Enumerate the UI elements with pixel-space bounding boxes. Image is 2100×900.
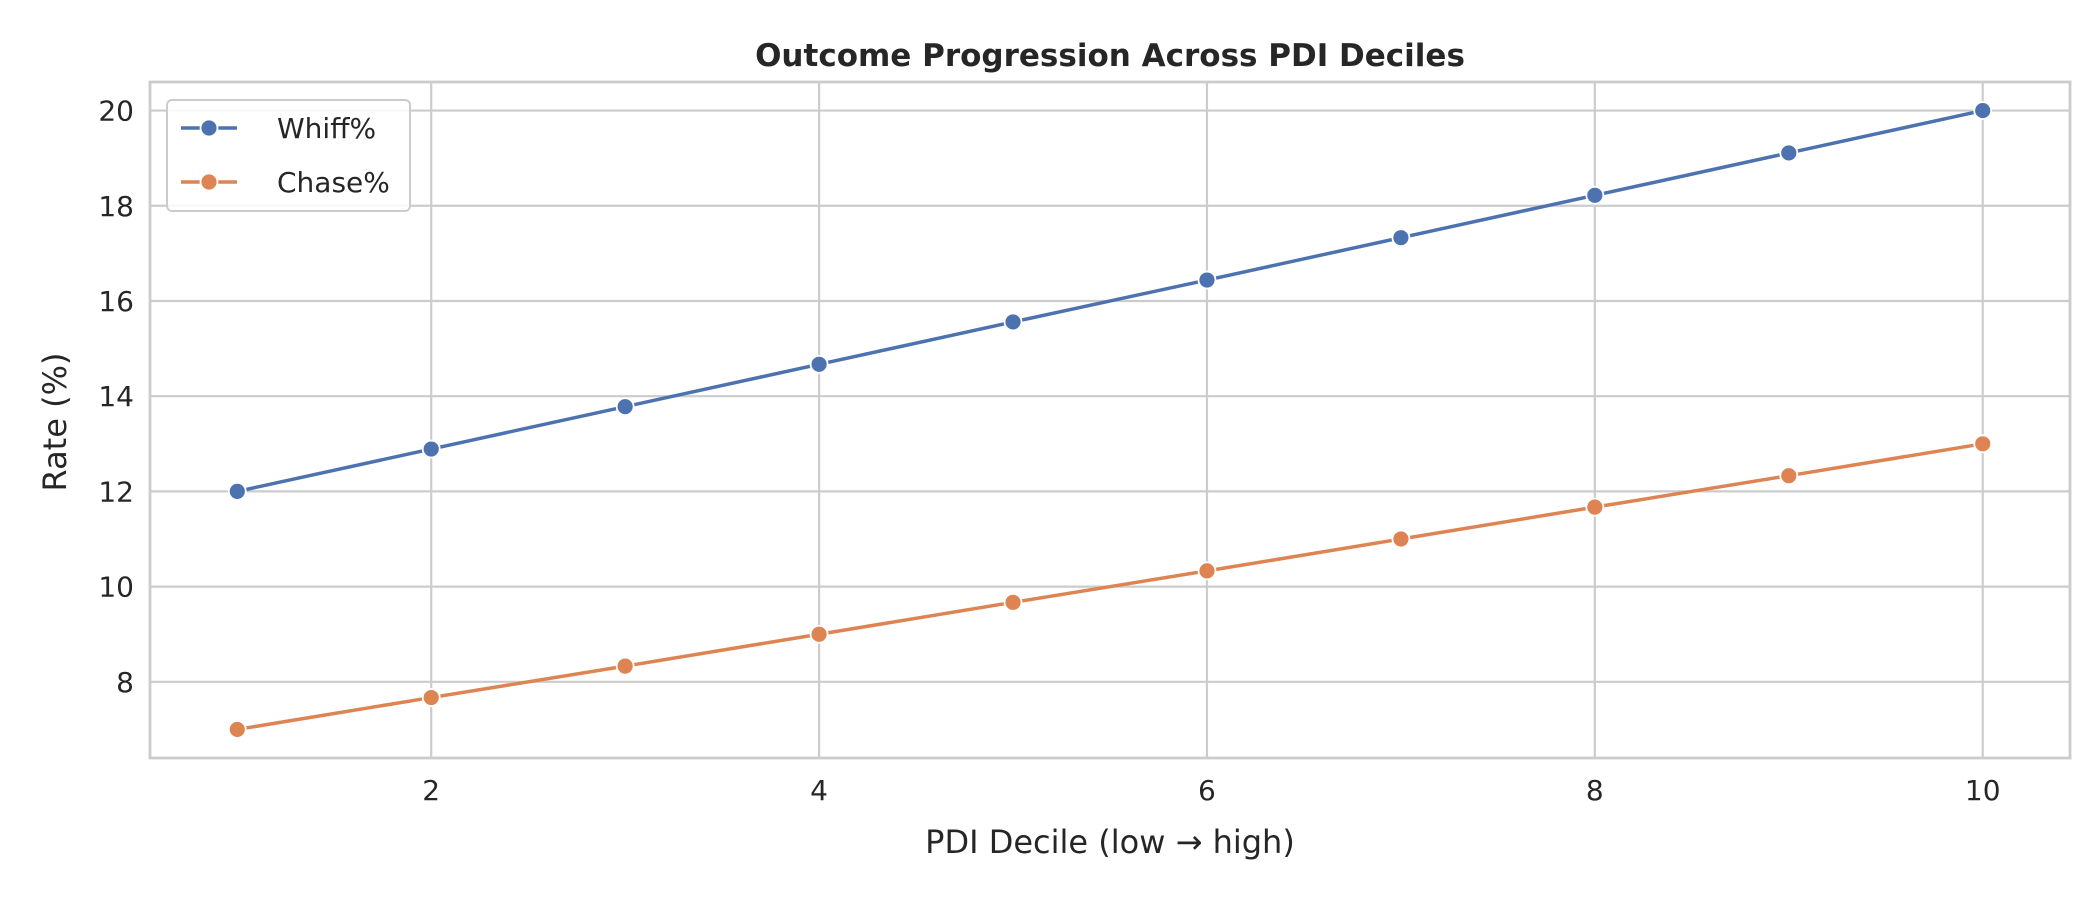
data-point-whiff-2 bbox=[421, 439, 441, 459]
series-line-chase bbox=[235, 442, 1985, 732]
x-tick-label-4: 4 bbox=[810, 774, 828, 807]
tick-labels: 2 4 6 8 10 8 10 12 14 16 18 20 bbox=[98, 95, 2000, 807]
data-point-chase-8 bbox=[1585, 497, 1605, 517]
data-point-whiff-6 bbox=[1197, 270, 1217, 290]
y-tick-label-8: 8 bbox=[116, 666, 134, 699]
data-point-whiff-1 bbox=[227, 482, 247, 501]
data-point-chase-9 bbox=[1779, 466, 1799, 486]
data-point-whiff-3 bbox=[615, 397, 635, 417]
y-tick-label-20: 20 bbox=[98, 95, 134, 128]
series-line-whiff bbox=[235, 108, 1985, 494]
x-tick-label-6: 6 bbox=[1198, 774, 1216, 807]
y-axis-label: Rate (%) bbox=[36, 353, 74, 492]
data-point-whiff-4 bbox=[809, 354, 829, 374]
y-tick-label-10: 10 bbox=[98, 571, 134, 604]
grid bbox=[150, 82, 2070, 758]
x-tick-label-8: 8 bbox=[1586, 774, 1604, 807]
data-point-chase-2 bbox=[421, 688, 441, 707]
y-tick-label-16: 16 bbox=[98, 285, 134, 318]
series bbox=[227, 101, 1993, 739]
x-tick-label-2: 2 bbox=[422, 774, 440, 807]
legend-label-chase: Chase% bbox=[277, 166, 390, 199]
data-point-chase-5 bbox=[1003, 592, 1023, 612]
data-point-whiff-8 bbox=[1585, 185, 1605, 205]
data-point-chase-1 bbox=[227, 720, 247, 739]
data-point-whiff-9 bbox=[1779, 143, 1799, 163]
data-point-chase-3 bbox=[615, 656, 635, 676]
data-point-whiff-10 bbox=[1973, 101, 1993, 120]
data-point-chase-10 bbox=[1973, 434, 1993, 454]
chart-title: Outcome Progression Across PDI Deciles bbox=[755, 38, 1465, 74]
legend-marker-chase bbox=[199, 172, 219, 192]
data-point-whiff-7 bbox=[1391, 228, 1411, 248]
y-tick-label-14: 14 bbox=[98, 380, 134, 413]
x-axis-label: PDI Decile (low → high) bbox=[925, 823, 1295, 861]
x-tick-label-10: 10 bbox=[1965, 774, 2001, 807]
y-tick-label-12: 12 bbox=[98, 475, 134, 508]
data-point-chase-7 bbox=[1391, 529, 1411, 549]
data-point-chase-4 bbox=[809, 624, 829, 644]
y-tick-label-18: 18 bbox=[98, 190, 134, 223]
legend: Whiff% Chase% bbox=[166, 99, 411, 212]
legend-label-whiff: Whiff% bbox=[277, 112, 376, 145]
data-point-chase-6 bbox=[1197, 561, 1217, 581]
data-point-whiff-5 bbox=[1003, 312, 1023, 332]
plot-frame bbox=[148, 80, 2072, 760]
legend-marker-whiff bbox=[199, 118, 219, 138]
